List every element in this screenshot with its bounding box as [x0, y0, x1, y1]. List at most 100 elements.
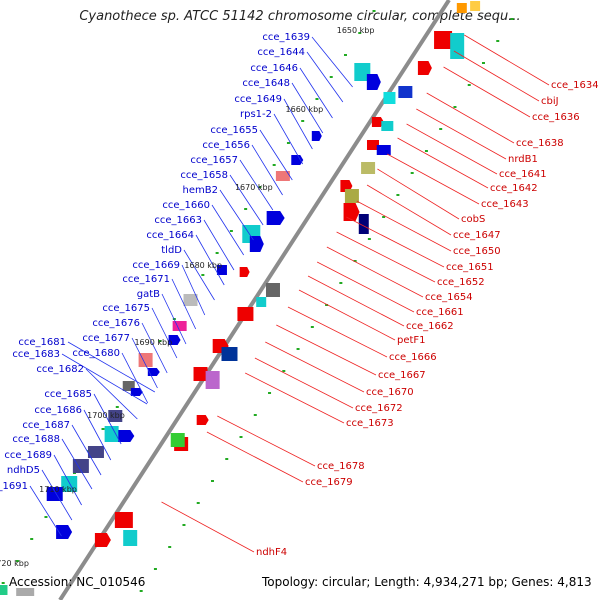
gene-feature: [16, 588, 35, 596]
gene-label-cce_1656: cce_1656: [202, 140, 250, 151]
leader-line: [346, 216, 445, 268]
track-dot: [268, 392, 272, 394]
gene-label-rps1-2: rps1-2: [240, 109, 272, 120]
track-dot: [215, 252, 219, 254]
leader-line: [265, 341, 365, 393]
gene-feature: [383, 92, 396, 104]
gene-feature: [343, 203, 360, 221]
gene-label-nrdB1: nrdB1: [508, 154, 538, 165]
leader-line: [251, 144, 283, 196]
gene-feature: [311, 131, 322, 141]
gene-feature: [138, 353, 153, 367]
gene-feature: [56, 525, 73, 539]
gene-feature: [275, 171, 290, 181]
gene-label-cce_1681: cce_1681: [18, 337, 66, 348]
track-dot: [396, 194, 400, 196]
gene-label-cce_1661: cce_1661: [416, 307, 464, 318]
gene-feature: [170, 433, 185, 447]
leader-line: [406, 123, 498, 175]
gene-label-cce_1677: cce_1677: [82, 333, 130, 344]
leader-line: [366, 184, 452, 236]
gene-feature: [470, 1, 481, 11]
leader-line: [206, 431, 304, 483]
gene-label-cce_1683: cce_1683: [12, 349, 60, 360]
leader-line: [283, 98, 313, 150]
gene-label-cce_1680: cce_1680: [72, 348, 120, 359]
gene-label-cce_1649: cce_1649: [234, 94, 282, 105]
gene-label-cce_1670: cce_1670: [366, 387, 414, 398]
leader-line: [306, 51, 344, 103]
gene-label-cce_1651: cce_1651: [446, 262, 494, 273]
gene-label-cce_1646: cce_1646: [250, 63, 298, 74]
tick-label: 1670 kbp: [235, 183, 273, 192]
gene-feature: [196, 415, 209, 425]
track-dot: [44, 516, 48, 518]
track-dot: [467, 84, 471, 86]
gene-feature: [256, 297, 267, 307]
track-dot: [168, 546, 172, 548]
gene-feature: [130, 388, 143, 396]
leader-line: [61, 438, 93, 490]
gene-feature: [193, 367, 208, 381]
tick-label: 1690 kbp: [134, 338, 172, 347]
gene-label-cce_1654: cce_1654: [425, 292, 473, 303]
gene-label-cce_1644: cce_1644: [257, 47, 305, 58]
gene-feature: [291, 155, 304, 165]
label-leader-lines: [29, 34, 550, 553]
leader-line: [171, 278, 197, 330]
leader-line: [311, 36, 353, 88]
track-dot: [153, 568, 157, 570]
gene-label-cce_1647: cce_1647: [453, 230, 501, 241]
track-dot: [229, 230, 233, 232]
gene-label-cce_1669: cce_1669: [132, 260, 180, 271]
gene-label-cce_1663: cce_1663: [154, 215, 202, 226]
gene-label-cce_1688: cce_1688: [12, 434, 60, 445]
gene-label-hemB2: hemB2: [183, 185, 218, 196]
gene-labels: cce_1639 cce_1644 cce_1646 cce_1648 cce_1649…: [0, 32, 599, 558]
gene-feature: [172, 321, 187, 331]
gene-label-cce_1675: cce_1675: [102, 303, 150, 314]
leader-line: [244, 372, 345, 424]
track-dot: [329, 76, 333, 78]
track-dot: [315, 98, 319, 100]
leader-line: [181, 264, 206, 316]
tick-marks: 1650 kbp 1660 kbp 1670 kbp 1680 kbp 1690 kbp…: [0, 26, 374, 568]
leader-line: [93, 393, 122, 445]
gene-label-cce_1671: cce_1671: [122, 274, 170, 285]
gene-label-cce_1666: cce_1666: [389, 352, 437, 363]
gene-features: [0, 1, 481, 596]
leader-line: [299, 67, 333, 119]
gene-label-tldD: tldD: [161, 245, 182, 256]
leader-line: [195, 234, 225, 286]
gene-label-cce_1657: cce_1657: [190, 155, 238, 166]
gene-label-cbiJ: cbiJ: [541, 96, 559, 107]
track-dot: [496, 40, 500, 42]
gene-feature: [72, 459, 89, 473]
leader-line: [443, 66, 531, 118]
leader-line: [356, 200, 452, 252]
track-dot: [1, 582, 5, 584]
gene-label-cce_1691: cce_1691: [0, 481, 28, 492]
leader-line: [183, 249, 215, 301]
accession-text: Accession: NC_010546: [9, 575, 146, 589]
gene-label-cce_1682: cce_1682: [36, 364, 84, 375]
gene-label-cce_1667: cce_1667: [378, 370, 426, 381]
leader-line: [273, 113, 304, 165]
gene-label-cce_1686: cce_1686: [34, 405, 82, 416]
leader-line: [377, 168, 460, 220]
gene-label-ndhD5: ndhD5: [7, 465, 40, 476]
leader-line: [121, 352, 149, 404]
gene-feature: [450, 33, 465, 59]
gene-label-cce_1662: cce_1662: [406, 321, 454, 332]
gene-feature: [104, 426, 119, 442]
gene-label-cce_1679: cce_1679: [305, 477, 353, 488]
leader-line: [239, 159, 274, 211]
tick-label: 1680 kbp: [184, 261, 222, 270]
gene-feature: [168, 335, 181, 345]
gene-feature: [237, 307, 254, 321]
track-dot: [30, 538, 34, 540]
leader-line: [131, 337, 158, 389]
gene-feature: [358, 214, 369, 234]
track-dot: [367, 238, 371, 240]
